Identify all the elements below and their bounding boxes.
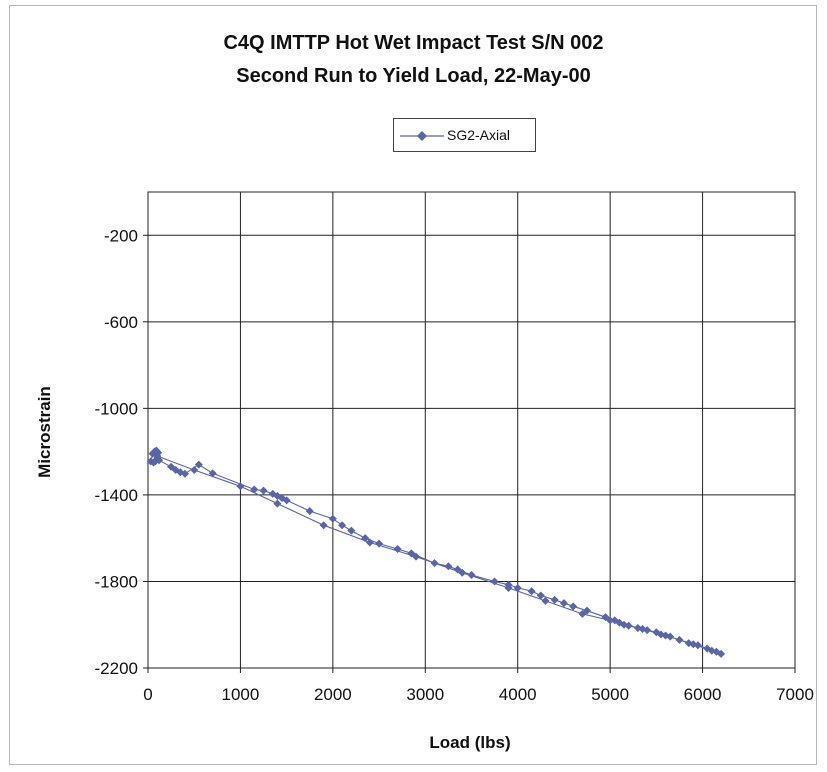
data-point xyxy=(504,583,513,592)
data-point xyxy=(328,514,337,523)
data-point xyxy=(467,570,476,579)
data-point xyxy=(606,616,615,625)
data-point xyxy=(541,596,550,605)
x-tick-label: 4000 xyxy=(499,685,537,704)
data-point xyxy=(578,609,587,618)
data-point xyxy=(689,640,698,649)
data-point xyxy=(569,602,578,611)
data-point xyxy=(527,587,536,596)
data-point xyxy=(338,521,347,530)
data-point xyxy=(490,577,499,586)
data-point xyxy=(675,635,684,644)
chart-title: C4Q IMTTP Hot Wet Impact Test S/N 002 xyxy=(223,32,604,54)
x-tick-label: 0 xyxy=(143,685,152,704)
data-point xyxy=(638,625,647,634)
data-point xyxy=(361,534,370,543)
data-point xyxy=(412,552,421,561)
data-point xyxy=(282,496,291,505)
data-point xyxy=(458,568,467,577)
data-point xyxy=(347,526,356,535)
data-point xyxy=(180,469,189,478)
data-point xyxy=(444,562,453,571)
y-tick-label: -1000 xyxy=(95,399,138,418)
x-tick-label: 2000 xyxy=(314,685,352,704)
data-point xyxy=(375,539,384,548)
data-point xyxy=(559,599,568,608)
data-point xyxy=(250,485,259,494)
x-tick-label: 1000 xyxy=(222,685,260,704)
data-point xyxy=(259,486,268,495)
data-point xyxy=(365,538,374,547)
x-tick-label: 3000 xyxy=(406,685,444,704)
data-point xyxy=(393,545,402,553)
x-tick-label: 7000 xyxy=(776,685,814,704)
plot-border xyxy=(147,191,796,669)
y-tick-label: -200 xyxy=(104,226,138,245)
legend-label: SG2-Axial xyxy=(447,127,511,143)
data-point xyxy=(661,631,670,640)
data-point xyxy=(273,499,282,508)
data-point xyxy=(550,595,559,604)
data-point xyxy=(208,469,217,478)
data-point xyxy=(536,591,545,600)
data-point xyxy=(513,583,522,592)
data-point xyxy=(236,482,245,491)
chart-legend: SG2-Axial xyxy=(393,118,536,152)
data-point xyxy=(190,466,199,475)
data-point xyxy=(624,621,633,630)
y-tick-label: -2200 xyxy=(95,659,138,678)
y-tick-label: -600 xyxy=(104,313,138,332)
data-point xyxy=(319,521,328,530)
data-point xyxy=(717,649,726,658)
series-line xyxy=(150,449,722,655)
data-point xyxy=(430,559,439,568)
data-point xyxy=(707,646,716,655)
y-axis-title: Microstrain xyxy=(35,386,54,478)
legend-marker-icon xyxy=(400,131,444,141)
x-tick-label: 6000 xyxy=(684,685,722,704)
y-tick-label: -1400 xyxy=(95,486,138,505)
x-tick-label: 5000 xyxy=(591,685,629,704)
data-point xyxy=(305,507,314,516)
data-point xyxy=(194,460,203,469)
y-tick-label: -1800 xyxy=(95,572,138,591)
x-axis-title: Load (lbs) xyxy=(429,733,510,752)
data-point xyxy=(153,451,162,460)
chart-subtitle: Second Run to Yield Load, 22-May-00 xyxy=(236,65,591,87)
